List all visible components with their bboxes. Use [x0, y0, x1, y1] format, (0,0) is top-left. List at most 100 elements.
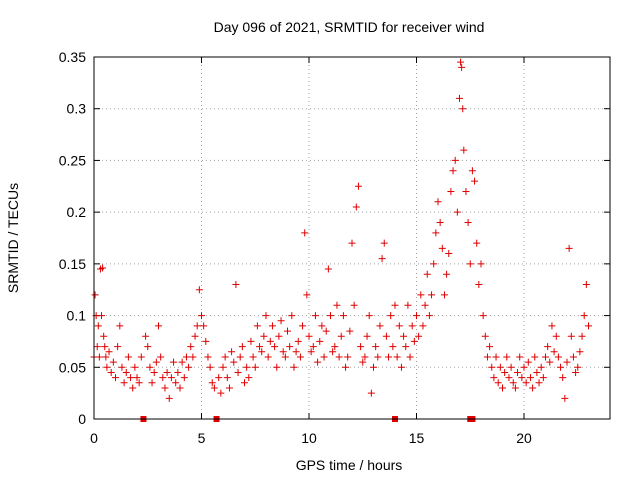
data-point — [559, 374, 567, 382]
data-point — [170, 358, 178, 366]
data-points — [90, 58, 592, 402]
data-point — [152, 358, 160, 366]
data-point — [378, 255, 386, 263]
data-point — [585, 322, 592, 330]
data-point — [99, 264, 107, 272]
data-point — [557, 363, 565, 371]
data-point — [425, 312, 433, 320]
data-point — [505, 374, 513, 382]
data-point — [290, 363, 298, 371]
data-point — [578, 332, 586, 340]
data-point — [391, 301, 399, 309]
data-point — [524, 358, 532, 366]
data-point — [395, 322, 403, 330]
data-point — [499, 384, 506, 392]
data-point — [389, 343, 397, 351]
data-point — [361, 353, 369, 361]
data-point — [161, 384, 169, 392]
data-point — [155, 322, 162, 330]
data-point — [135, 379, 143, 387]
data-point — [100, 332, 108, 340]
data-point — [460, 146, 468, 154]
data-point — [546, 358, 554, 366]
data-point — [548, 322, 556, 330]
data-point — [370, 363, 377, 371]
data-point — [501, 368, 509, 376]
data-point — [518, 374, 526, 382]
data-point — [430, 260, 438, 268]
data-point — [137, 353, 145, 361]
data-point — [459, 105, 467, 113]
data-point — [268, 322, 276, 330]
data-point — [167, 374, 175, 382]
data-point — [118, 363, 126, 371]
data-point — [449, 167, 457, 175]
data-point — [176, 384, 184, 392]
data-point — [423, 270, 431, 278]
data-point — [249, 353, 257, 361]
data-point — [109, 358, 117, 366]
x-tick-label: 0 — [90, 430, 98, 446]
data-point — [561, 394, 569, 402]
data-point — [234, 368, 242, 376]
data-point — [535, 379, 543, 387]
data-point — [507, 363, 515, 371]
data-point — [163, 368, 171, 376]
data-point — [477, 260, 485, 268]
data-point — [458, 63, 466, 71]
data-point — [496, 363, 504, 371]
data-point — [451, 156, 459, 164]
data-point — [415, 332, 423, 340]
data-point — [148, 379, 156, 387]
data-point — [271, 343, 279, 351]
data-point — [120, 379, 128, 387]
data-point — [554, 353, 562, 361]
data-point — [279, 348, 287, 356]
data-point — [438, 244, 446, 252]
data-point — [228, 348, 236, 356]
data-point — [292, 348, 300, 356]
data-point — [307, 348, 315, 356]
data-point — [445, 250, 453, 258]
data-point — [479, 312, 487, 320]
data-point — [354, 182, 362, 190]
data-point — [146, 363, 154, 371]
data-point — [526, 374, 534, 382]
data-point — [98, 312, 106, 320]
data-point — [516, 353, 524, 361]
data-point — [531, 353, 539, 361]
data-point — [208, 379, 216, 387]
data-point — [256, 343, 264, 351]
tick-labels: 0 0.05 0.1 0.15 0.2 0.25 0.3 0.35 0 5 10 15 20 — [59, 49, 532, 446]
data-point — [468, 167, 476, 175]
data-point — [241, 379, 248, 387]
data-point — [185, 363, 193, 371]
data-point — [215, 374, 223, 382]
data-point — [352, 203, 360, 211]
data-point — [174, 368, 182, 376]
data-point — [404, 301, 412, 309]
data-point — [189, 353, 197, 361]
data-point — [453, 208, 461, 216]
data-point — [320, 353, 328, 361]
data-point — [101, 343, 109, 351]
y-tick-label: 0.15 — [59, 256, 86, 272]
data-point — [413, 312, 420, 320]
data-point — [329, 348, 337, 356]
data-point — [122, 368, 130, 376]
data-point — [387, 312, 395, 320]
data-point — [456, 94, 463, 102]
data-point — [419, 322, 427, 330]
data-point — [311, 312, 319, 320]
data-point — [443, 270, 451, 278]
x-axis-label: GPS time / hours — [296, 457, 403, 473]
data-point — [406, 353, 414, 361]
data-point — [131, 363, 139, 371]
data-point — [492, 353, 500, 361]
data-point — [236, 353, 244, 361]
grid-lines — [94, 57, 610, 419]
data-point — [380, 239, 388, 247]
data-point — [365, 312, 373, 320]
data-point — [400, 332, 408, 340]
data-point — [144, 343, 152, 351]
